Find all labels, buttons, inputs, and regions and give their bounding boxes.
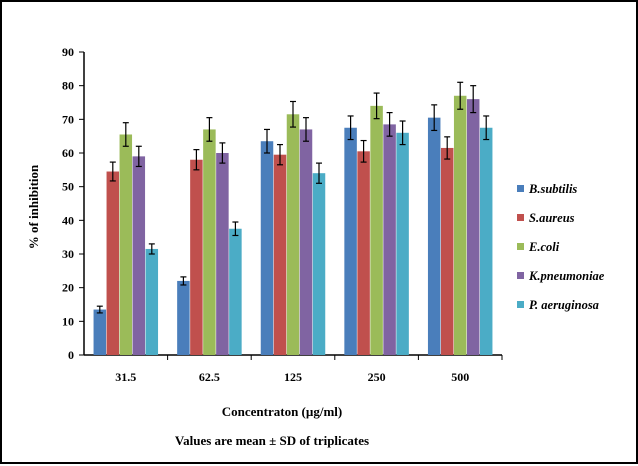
legend-label: P. aeruginosa	[529, 298, 599, 312]
legend-swatch	[517, 243, 524, 250]
plot-area	[83, 52, 502, 356]
y-tick-label: 70	[62, 112, 74, 126]
bar	[190, 159, 203, 355]
x-tick-label: 125	[284, 370, 302, 384]
bar	[177, 280, 190, 355]
legend-swatch	[517, 214, 524, 221]
legend-swatch	[517, 272, 524, 279]
bar	[273, 154, 287, 355]
bar	[440, 147, 454, 355]
bar	[260, 141, 274, 355]
y-tick-label: 30	[62, 247, 74, 261]
y-tick-label: 0	[68, 348, 74, 362]
x-axis-ticks: 31.5 62.5 125 250 500	[115, 355, 503, 384]
legend-label: S.aureus	[529, 211, 575, 225]
bar	[344, 127, 357, 355]
footnote: Values are mean ± SD of triplicates	[175, 433, 369, 448]
bar	[216, 153, 229, 355]
bar	[132, 156, 146, 355]
x-tick-label: 250	[368, 370, 386, 384]
bar	[229, 228, 242, 355]
bar	[203, 129, 216, 355]
legend: B.subtilis S.aureus E.coli K.pneumoniae P. a…	[517, 182, 605, 312]
legend-swatch	[517, 185, 524, 192]
bar	[370, 105, 383, 355]
bar	[299, 129, 313, 355]
x-tick-label: 62.5	[199, 370, 220, 384]
bar	[427, 117, 441, 356]
y-tick-label: 80	[62, 79, 74, 93]
y-tick-label: 50	[62, 180, 74, 194]
y-axis-title: % of inhibition	[26, 164, 41, 249]
bar	[119, 134, 133, 355]
bar	[479, 127, 493, 355]
x-tick-label: 500	[451, 370, 469, 384]
bar	[286, 114, 300, 356]
bar	[312, 173, 326, 355]
bar	[383, 124, 396, 355]
y-tick-label: 90	[62, 45, 74, 59]
bar	[396, 132, 409, 355]
legend-label: B.subtilis	[528, 182, 577, 196]
bar	[357, 151, 370, 355]
y-tick-label: 10	[62, 314, 74, 328]
legend-label: E.coli	[528, 240, 560, 254]
y-tick-label: 60	[62, 146, 74, 160]
bar	[145, 248, 159, 355]
legend-swatch	[517, 301, 524, 308]
y-tick-label: 40	[62, 213, 74, 227]
x-tick-label: 31.5	[115, 370, 136, 384]
bar	[93, 309, 107, 355]
y-axis-ticks: 0 10 20 30 40 50 60 70 80 90	[62, 45, 84, 362]
bar	[106, 171, 120, 355]
bar	[466, 99, 480, 355]
x-axis-title: Concentraton (µg/ml)	[222, 404, 343, 419]
y-tick-label: 20	[62, 281, 74, 295]
bar	[453, 95, 467, 356]
legend-label: K.pneumoniae	[528, 269, 605, 283]
